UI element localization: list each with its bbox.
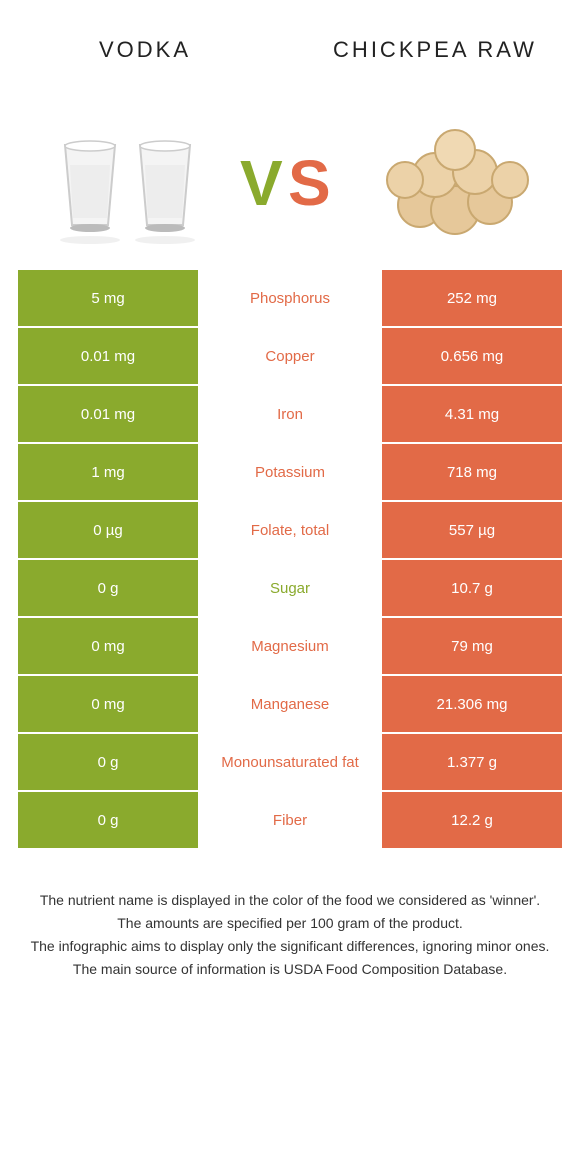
cell-left-value: 0 mg [18, 618, 198, 674]
table-row: 0 gFiber12.2 g [18, 792, 562, 848]
cell-right-value: 10.7 g [382, 560, 562, 616]
cell-left-value: 5 mg [18, 270, 198, 326]
cell-nutrient-name: Fiber [198, 792, 382, 848]
footer-line: The amounts are specified per 100 gram o… [30, 913, 550, 934]
vs-v-icon: V [240, 147, 283, 219]
cell-right-value: 79 mg [382, 618, 562, 674]
cell-nutrient-name: Phosphorus [198, 270, 382, 326]
left-image [20, 120, 230, 250]
table-row: 0.01 mgIron4.31 mg [18, 386, 562, 442]
nutrient-table: 5 mgPhosphorus252 mg0.01 mgCopper0.656 m… [0, 270, 580, 848]
cell-right-value: 0.656 mg [382, 328, 562, 384]
cell-left-value: 0.01 mg [18, 328, 198, 384]
cell-left-value: 0 g [18, 792, 198, 848]
cell-right-value: 557 µg [382, 502, 562, 558]
table-row: 0 mgManganese21.306 mg [18, 676, 562, 732]
image-row: V S [0, 100, 580, 270]
cell-right-value: 21.306 mg [382, 676, 562, 732]
table-row: 0.01 mgCopper0.656 mg [18, 328, 562, 384]
cell-right-value: 1.377 g [382, 734, 562, 790]
cell-right-value: 12.2 g [382, 792, 562, 848]
table-row: 0 mgMagnesium79 mg [18, 618, 562, 674]
footer-notes: The nutrient name is displayed in the co… [0, 850, 580, 980]
cell-nutrient-name: Folate, total [198, 502, 382, 558]
cell-right-value: 252 mg [382, 270, 562, 326]
cell-nutrient-name: Manganese [198, 676, 382, 732]
cell-left-value: 1 mg [18, 444, 198, 500]
cell-nutrient-name: Magnesium [198, 618, 382, 674]
cell-nutrient-name: Sugar [198, 560, 382, 616]
cell-left-value: 0 g [18, 560, 198, 616]
cell-right-value: 4.31 mg [382, 386, 562, 442]
cell-nutrient-name: Iron [198, 386, 382, 442]
cell-left-value: 0 g [18, 734, 198, 790]
header-left: VODKA [0, 37, 290, 63]
cell-left-value: 0 µg [18, 502, 198, 558]
vs-label: V S [230, 143, 350, 228]
right-image [350, 120, 560, 250]
cell-nutrient-name: Monounsaturated fat [198, 734, 382, 790]
footer-line: The nutrient name is displayed in the co… [30, 890, 550, 911]
table-row: 0 µgFolate, total557 µg [18, 502, 562, 558]
cell-nutrient-name: Copper [198, 328, 382, 384]
cell-nutrient-name: Potassium [198, 444, 382, 500]
header-row: VODKA CHICKPEA RAW [0, 0, 580, 100]
table-row: 0 gSugar10.7 g [18, 560, 562, 616]
header-right: CHICKPEA RAW [290, 37, 580, 63]
vs-s-icon: S [288, 147, 331, 219]
footer-line: The main source of information is USDA F… [30, 959, 550, 980]
cell-left-value: 0.01 mg [18, 386, 198, 442]
table-row: 5 mgPhosphorus252 mg [18, 270, 562, 326]
cell-right-value: 718 mg [382, 444, 562, 500]
cell-left-value: 0 mg [18, 676, 198, 732]
table-row: 0 gMonounsaturated fat1.377 g [18, 734, 562, 790]
footer-line: The infographic aims to display only the… [30, 936, 550, 957]
table-row: 1 mgPotassium718 mg [18, 444, 562, 500]
